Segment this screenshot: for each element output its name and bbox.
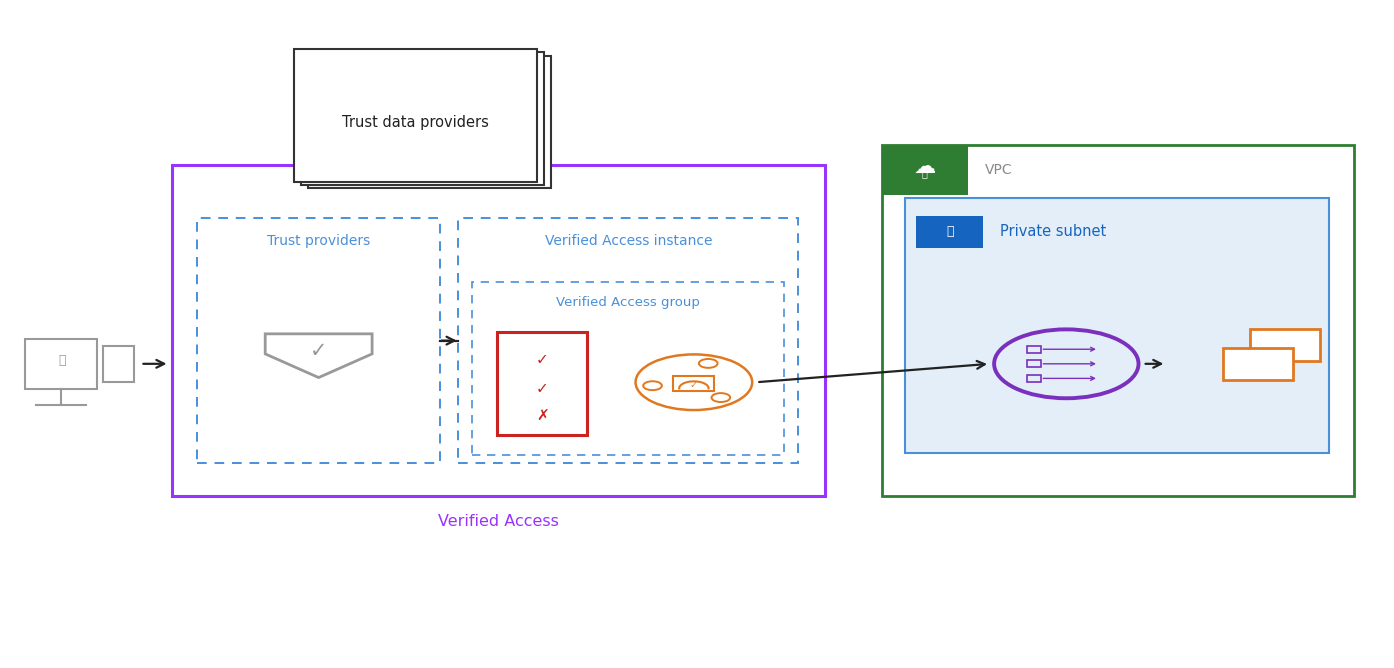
- FancyBboxPatch shape: [1223, 348, 1292, 380]
- Text: Trust providers: Trust providers: [268, 234, 371, 248]
- Text: ✓: ✓: [309, 341, 328, 361]
- Text: 🔒: 🔒: [947, 226, 953, 238]
- FancyBboxPatch shape: [1250, 329, 1320, 361]
- FancyBboxPatch shape: [294, 49, 537, 182]
- FancyBboxPatch shape: [173, 165, 825, 496]
- Text: 👥: 👥: [59, 354, 66, 367]
- Text: 🔒: 🔒: [921, 168, 927, 178]
- FancyBboxPatch shape: [308, 55, 551, 188]
- Text: Trust data providers: Trust data providers: [343, 114, 489, 130]
- FancyBboxPatch shape: [881, 145, 967, 195]
- FancyBboxPatch shape: [905, 198, 1328, 454]
- Text: ✓: ✓: [535, 352, 549, 367]
- Text: ✓: ✓: [690, 379, 698, 389]
- Text: Verified Access instance: Verified Access instance: [545, 234, 712, 248]
- Text: Verified Access: Verified Access: [438, 514, 559, 529]
- Text: ✓: ✓: [535, 381, 549, 396]
- FancyBboxPatch shape: [301, 53, 544, 185]
- Text: ✗: ✗: [535, 409, 549, 424]
- Text: ☁: ☁: [913, 157, 935, 177]
- Text: Private subnet: Private subnet: [999, 224, 1105, 240]
- Text: VPC: VPC: [984, 163, 1012, 177]
- Text: Verified Access group: Verified Access group: [556, 296, 700, 309]
- FancyBboxPatch shape: [916, 216, 983, 248]
- FancyBboxPatch shape: [881, 145, 1354, 496]
- FancyBboxPatch shape: [498, 332, 587, 435]
